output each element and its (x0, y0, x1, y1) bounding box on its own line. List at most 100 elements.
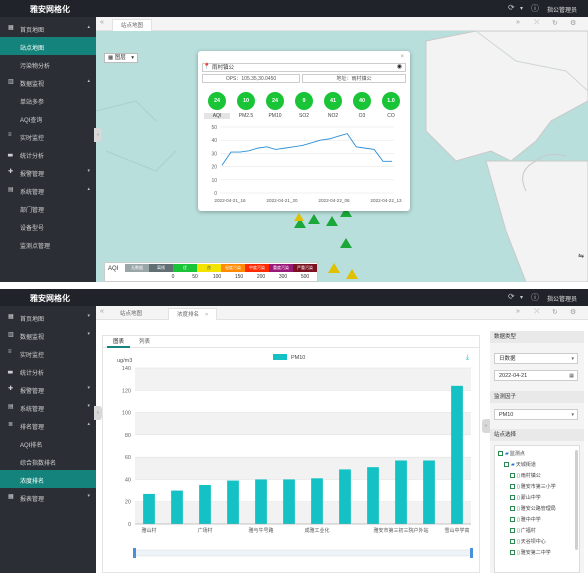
tab-next-button[interactable]: » (516, 308, 520, 315)
fullscreen-icon[interactable]: ⤬ (534, 19, 540, 26)
tab-site-map[interactable]: 站点地图 (120, 311, 143, 317)
refresh-icon[interactable]: ⟳ (508, 292, 515, 301)
sidebar-item-5[interactable]: ▤ 系统管理 ▾ (0, 398, 96, 416)
tree-scrollbar[interactable] (575, 450, 578, 550)
bar-5 (283, 479, 295, 524)
sidebar-item-12[interactable]: 监测点管理 (0, 235, 96, 253)
tab-chart[interactable]: 图表 (107, 336, 131, 348)
sidebar-item-3[interactable]: ▃ 统计分析 (0, 362, 96, 380)
fullscreen-icon[interactable]: ⤬ (534, 308, 540, 315)
tab-close-icon[interactable]: × (205, 312, 209, 318)
pollutant-co[interactable]: 1.0 CO (378, 92, 404, 119)
tree-node[interactable]: ▯天谷坝中心 (510, 538, 546, 545)
sidebar-item-0[interactable]: ▦ 首页地图 ▾ (0, 308, 96, 326)
sidebar-item-1[interactable]: ▥ 数据监视 ▾ (0, 326, 96, 344)
checkbox[interactable] (510, 528, 515, 534)
menu-icon: ▤ (8, 187, 14, 193)
checkbox[interactable] (510, 506, 515, 512)
checkbox[interactable] (510, 517, 515, 523)
reload-icon[interactable]: ↻ (552, 309, 558, 316)
sidebar-item-10[interactable]: ▦ 报表管理 ▾ (0, 488, 96, 506)
sidebar-item-4[interactable]: 单站多参 (0, 91, 96, 109)
pollutant-no2[interactable]: 41 NO2 (320, 92, 346, 119)
document-icon: ▯ (517, 528, 520, 534)
tab-list[interactable]: 列表 (139, 339, 151, 345)
tree-node[interactable]: ▯雅安公路管理局 (510, 505, 556, 512)
sidebar-item-7[interactable]: ▃ 统计分析 (0, 145, 96, 163)
download-icon[interactable]: ⤓ (465, 354, 469, 361)
user-menu[interactable]: 指公管理员 (547, 8, 578, 14)
right-panel-collapse-handle[interactable]: › (482, 419, 490, 433)
sidebar-item-6[interactable]: ≣ 排名管理 ▴ (0, 416, 96, 434)
sidebar-item-6[interactable]: ≡ 实时监控 (0, 127, 96, 145)
date-input[interactable]: 2022-04-21 ▦ (494, 370, 578, 381)
tree-node[interactable]: ▯雅安市第三小学 (510, 483, 556, 490)
info-icon[interactable]: ⓘ (531, 293, 539, 302)
sidebar-item-8[interactable]: 综合指数排名 (0, 452, 96, 470)
sidebar-item-5[interactable]: AQI查询 (0, 109, 96, 127)
y-tick-label: 0 (128, 522, 131, 528)
info-icon[interactable]: ⓘ (531, 4, 539, 13)
pollutant-o3[interactable]: 40 O3 (349, 92, 375, 119)
sidebar-collapse-handle[interactable]: ‹ (94, 406, 102, 420)
checkbox[interactable] (498, 451, 503, 457)
pollutant-aqi[interactable]: 24 AQI (204, 92, 230, 119)
sidebar-item-2[interactable]: 污染物分析 (0, 55, 96, 73)
tree-node[interactable]: ▰监测点 (498, 450, 525, 457)
sidebar-item-9[interactable]: ▤ 系统管理 ▴ (0, 181, 96, 199)
sidebar-item-3[interactable]: ▥ 数据监视 ▴ (0, 73, 96, 91)
reload-icon[interactable]: ↻ (552, 20, 558, 27)
checkbox[interactable] (510, 484, 515, 490)
top-bar: 雅安网格化 ⟳ ▾ ⓘ 指公管理员 (0, 289, 588, 306)
sidebar-collapse-handle[interactable]: ‹ (94, 128, 102, 142)
sidebar-item-7[interactable]: AQI排名 (0, 434, 96, 452)
sidebar-item-11[interactable]: 设备型号 (0, 217, 96, 235)
tab-prev-button[interactable]: « (100, 19, 104, 26)
layer-select[interactable]: ▦ 图层 ▾ (104, 53, 138, 63)
pollutant-name: CO (387, 113, 395, 119)
menu-icon: ▤ (8, 404, 14, 410)
data-type-select[interactable]: 日数据 ▾ (494, 353, 578, 364)
pollutant-so2[interactable]: 9 SO2 (291, 92, 317, 119)
tree-node[interactable]: ▰天城街道 (504, 461, 536, 468)
tab-concentration-ranking[interactable]: 浓度排名 × (168, 308, 218, 320)
settings-icon[interactable]: ⚙ (570, 20, 577, 27)
settings-icon[interactable]: ⚙ (570, 309, 577, 316)
target-icon[interactable]: ◉ (396, 64, 402, 70)
pollutant-pm10[interactable]: 24 PM10 (262, 92, 288, 119)
tree-node[interactable]: ▯雅中中学 (510, 516, 541, 523)
tree-node[interactable]: ▯蒙山中学 (510, 494, 541, 501)
sidebar-item-10[interactable]: 部门管理 (0, 199, 96, 217)
pollutant-pm25[interactable]: 10 PM2.5 (233, 92, 259, 119)
checkbox[interactable] (510, 550, 515, 556)
sidebar-item-1[interactable]: 站点地图 (0, 37, 96, 55)
sidebar-item-8[interactable]: ✚ 报警管理 ▾ (0, 163, 96, 181)
user-menu[interactable]: 指公管理员 (547, 297, 578, 303)
checkbox[interactable] (510, 539, 515, 545)
pollutant-name: PM2.5 (238, 113, 254, 119)
close-icon[interactable]: × (400, 54, 404, 60)
map-collapse-icon[interactable]: ⇋ (578, 253, 584, 260)
checkbox[interactable] (510, 473, 515, 479)
x-tick-label: 雪山中学高 (444, 527, 469, 534)
sidebar-item-0[interactable]: ▦ 首页地图 ▴ (0, 19, 96, 37)
sidebar-item-2[interactable]: ≡ 实时监控 (0, 344, 96, 362)
tree-node[interactable]: ▯雅安第二中学 (510, 549, 551, 556)
sidebar-item-4[interactable]: ✚ 报警管理 ▾ (0, 380, 96, 398)
checkbox[interactable] (510, 495, 515, 501)
factor-select[interactable]: PM10 ▾ (494, 409, 578, 420)
tree-node[interactable]: ▯广福村 (510, 527, 536, 534)
tab-next-button[interactable]: » (516, 19, 520, 26)
x-tick-label: 2022-04-22_06 (318, 198, 350, 203)
station-tree: ▰监测点 ▰天城街道 ▯雨村镇公 ▯雅安市第三小学 ▯蒙山中学 ▯雅安公路管理局 ▯雅中中学… (494, 445, 580, 573)
caret-icon: ▾ (520, 295, 524, 301)
y-tick-label: 140 (122, 366, 131, 372)
tab-prev-button[interactable]: « (100, 308, 104, 315)
refresh-icon[interactable]: ⟳ (508, 3, 515, 12)
tree-node[interactable]: ▯雨村镇公 (510, 472, 541, 479)
calendar-icon[interactable]: ▦ (569, 373, 574, 379)
chevron-icon: ▴ (87, 421, 90, 427)
tab-site-map[interactable]: 站点地图 (112, 19, 153, 31)
sidebar-item-9[interactable]: 浓度排名 (0, 470, 96, 488)
checkbox[interactable] (504, 462, 509, 468)
